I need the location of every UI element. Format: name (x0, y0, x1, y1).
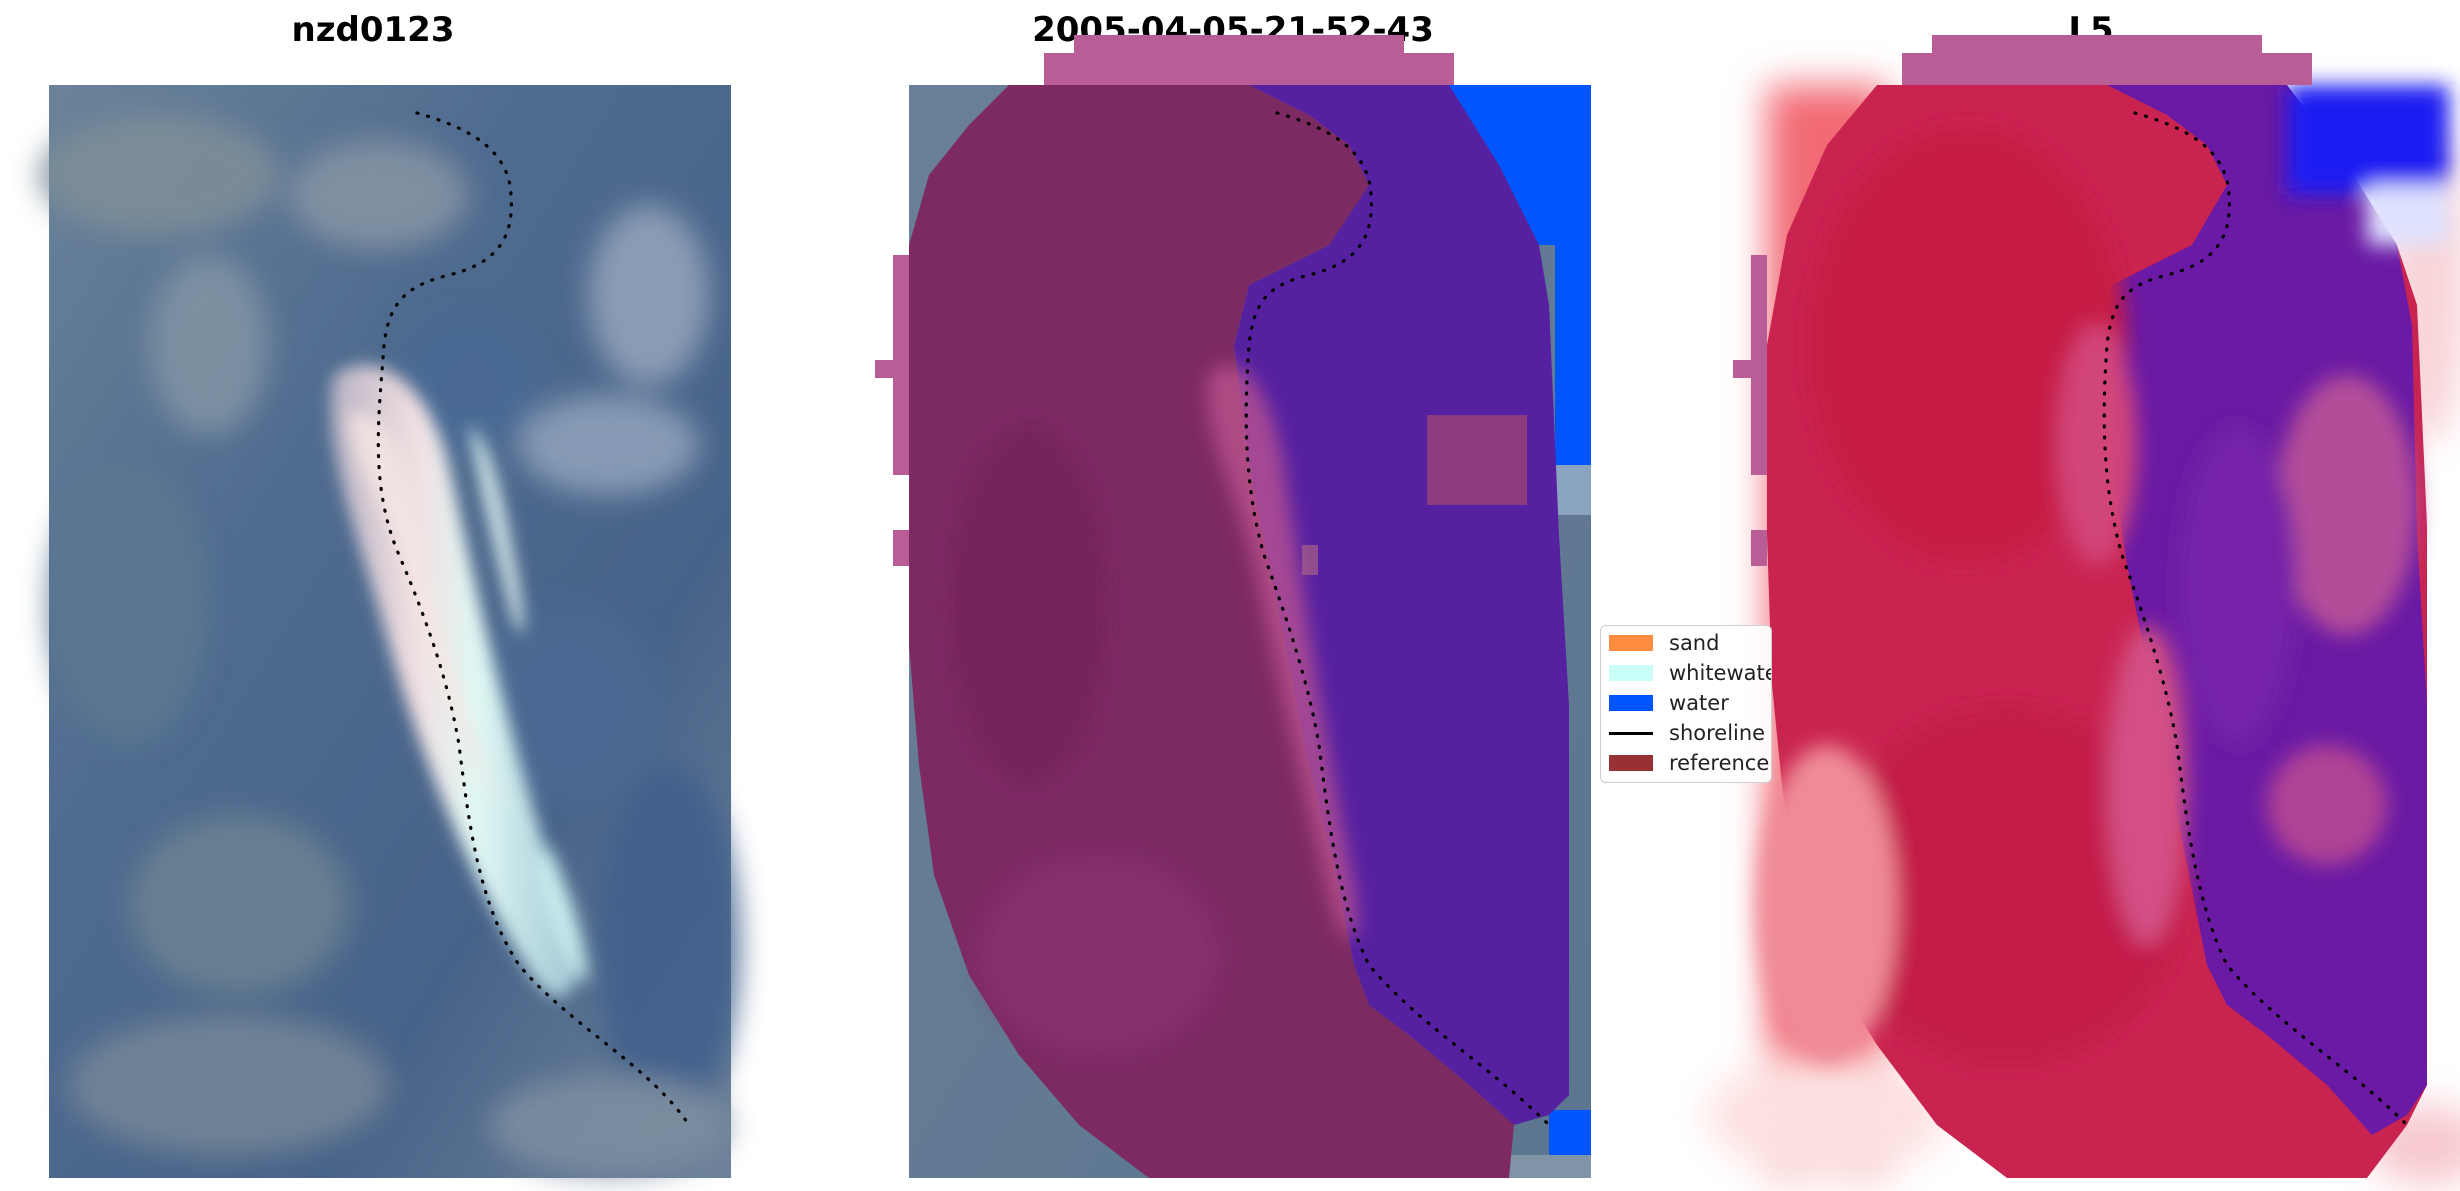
shoreline-trace (2102, 111, 2409, 1127)
legend-label-sand: sand (1669, 631, 1720, 655)
water-mask-region (1234, 85, 1569, 1125)
index-image-panel (1707, 35, 2460, 1185)
legend-label-reference: reference (1669, 751, 1770, 775)
legend-label-water: water (1669, 691, 1729, 715)
legend-label-whitewater: whitewater (1669, 661, 1771, 685)
legend-item-sand: sand (1609, 630, 1719, 656)
reference-swatch (1609, 755, 1653, 771)
rgb-image-panel (39, 85, 739, 1178)
classified-image (875, 35, 1591, 1178)
shoreline-line-swatch (1609, 725, 1653, 741)
legend-item-water: water (1609, 690, 1729, 716)
panel-title-rgb: nzd0123 (291, 10, 455, 50)
water-swatch (1609, 695, 1653, 711)
legend-item-shoreline: shoreline (1609, 720, 1765, 746)
classified-image-panel (875, 35, 1591, 1178)
legend-item-reference: reference (1609, 750, 1769, 776)
sand-swatch (1609, 635, 1653, 651)
rgb-image (39, 85, 739, 1178)
legend-label-shoreline: shoreline (1669, 721, 1766, 745)
whitewater-swatch (1609, 665, 1653, 681)
legend-item-whitewater: whitewater (1609, 660, 1771, 686)
index-image (1707, 35, 2460, 1185)
shoreline-trace (1244, 111, 1551, 1127)
legend: sand whitewater water shoreline referenc… (1600, 625, 1772, 783)
